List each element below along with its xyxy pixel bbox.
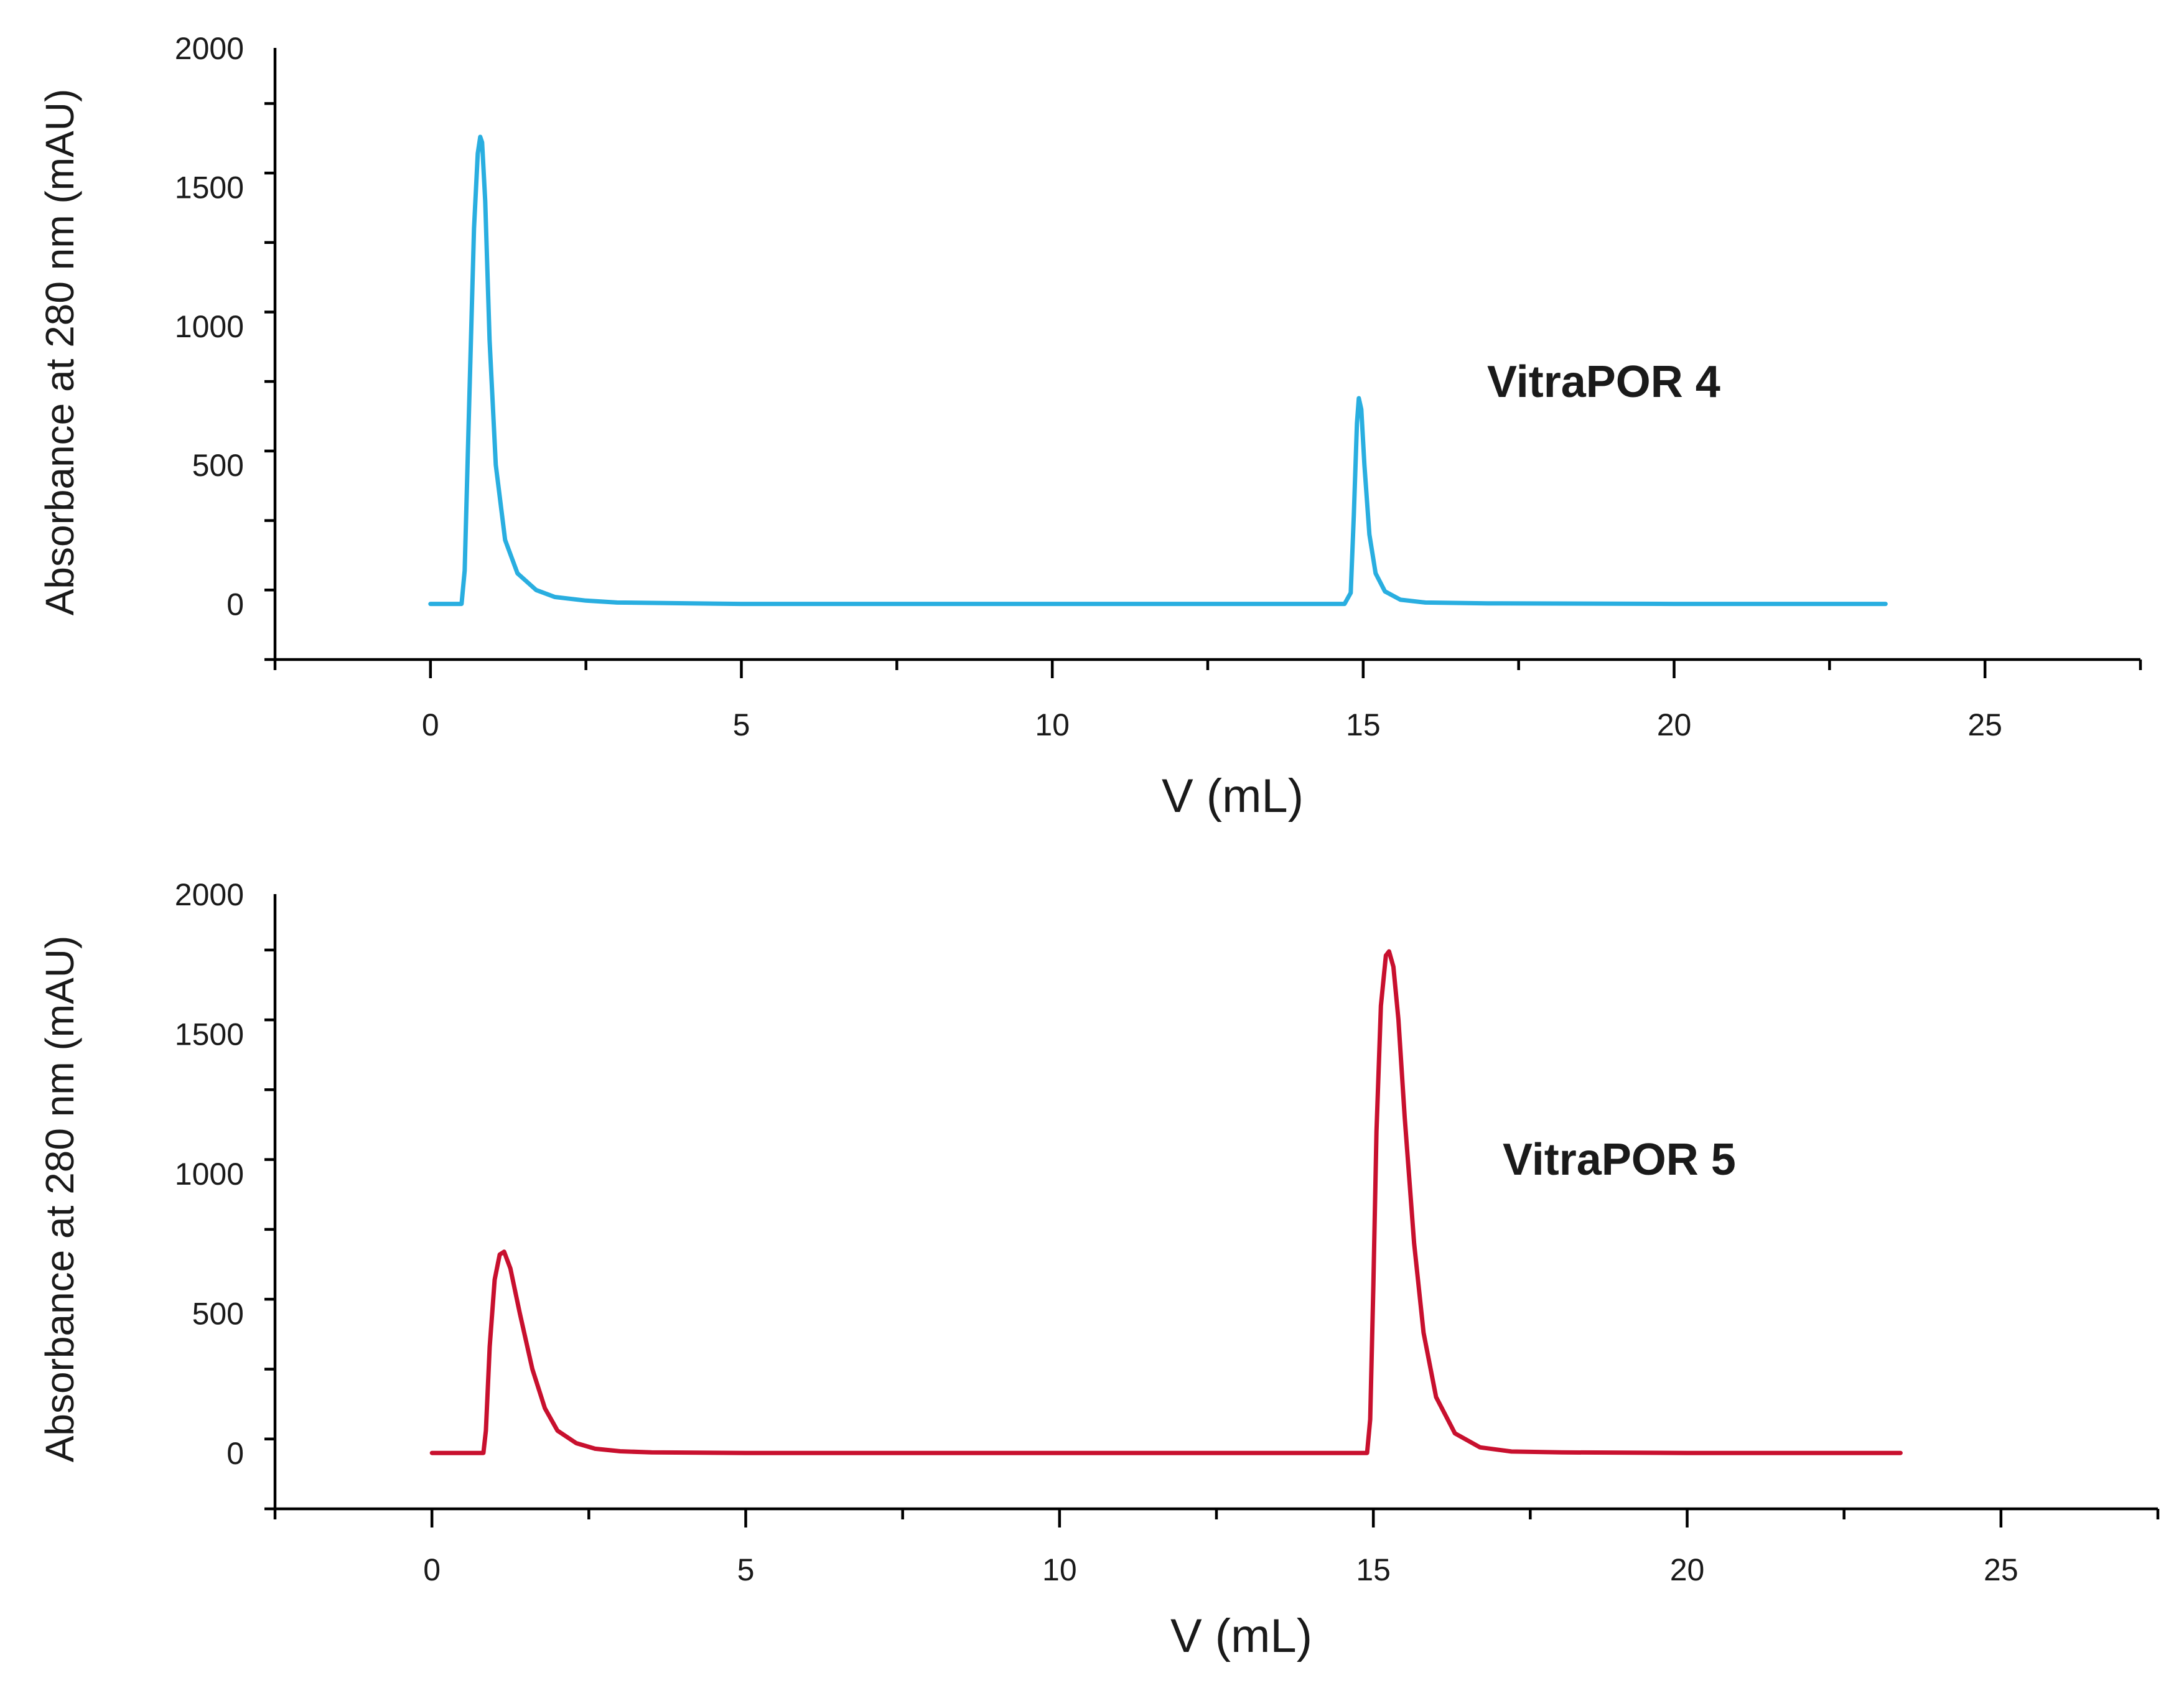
x-tick-label: 20: [1670, 1552, 1705, 1587]
y-tick-label: 1500: [175, 1017, 244, 1052]
y-axis-title: Absorbance at 280 nm (mAU): [37, 89, 82, 616]
y-tick-label: 2000: [175, 31, 244, 66]
y-tick-label: 1000: [175, 1157, 244, 1192]
x-tick-label: 25: [1967, 707, 2002, 742]
x-tick-label: 10: [1035, 707, 1070, 742]
x-tick-label: 10: [1042, 1552, 1077, 1587]
series-line-vitrapor-4: [428, 134, 1888, 607]
x-tick-label: 5: [737, 1552, 755, 1587]
x-tick-label: 15: [1346, 707, 1381, 742]
series-annotation: VitraPOR 4: [1487, 357, 1720, 407]
y-tick-label: 500: [192, 448, 244, 483]
x-tick-label: 0: [422, 707, 439, 742]
chart-panel-1: 0 500 1000 1500 2000 0 5 10 15 20 25 V (mL) Absorban…: [37, 31, 2142, 823]
y-tick-label: 0: [226, 587, 244, 622]
y-tick-label: 500: [192, 1297, 244, 1332]
x-tick-label: 0: [423, 1552, 441, 1587]
y-axis-title: Absorbance at 280 nm (mAU): [37, 936, 82, 1463]
y-tick-label: 2000: [175, 877, 244, 912]
x-tick-label: 15: [1356, 1552, 1391, 1587]
x-tick-label: 25: [1984, 1552, 2018, 1587]
y-tick-label: 0: [226, 1436, 244, 1471]
series-annotation: VitraPOR 5: [1503, 1135, 1736, 1185]
x-tick-label: 5: [733, 707, 750, 742]
series-line-vitrapor-5: [429, 949, 1903, 1455]
y-tick-label: 1000: [175, 309, 244, 344]
x-axis-title: V (mL): [1170, 1610, 1312, 1663]
x-axis-title: V (mL): [1162, 770, 1304, 823]
chart-panel-2: 0 500 1000 1500 2000 0 5 10 15 20 25 V (mL) Absorban…: [37, 877, 2160, 1663]
y-tick-label: 1500: [175, 170, 244, 205]
x-tick-label: 20: [1657, 707, 1692, 742]
